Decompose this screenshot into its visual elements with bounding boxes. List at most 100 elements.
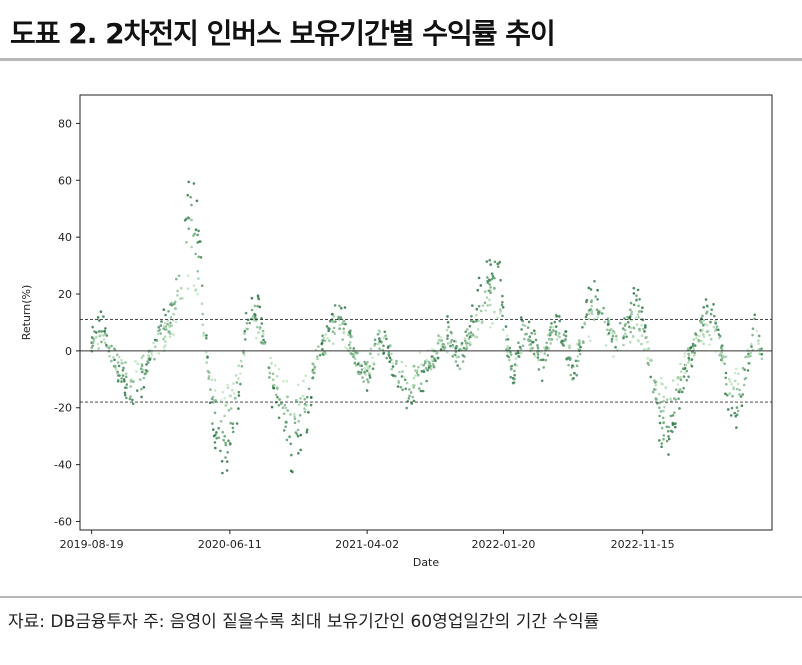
- scatter-point: [291, 470, 294, 474]
- scatter-point: [501, 328, 505, 332]
- scatter-point: [150, 351, 153, 355]
- scatter-point: [100, 330, 104, 333]
- scatter-point: [657, 392, 661, 396]
- scatter-point: [160, 320, 163, 323]
- scatter-point: [433, 357, 436, 361]
- scatter-point: [385, 356, 388, 360]
- scatter-point: [439, 336, 442, 339]
- scatter-point: [91, 325, 94, 329]
- scatter-point: [641, 306, 644, 309]
- scatter-point: [408, 394, 411, 398]
- scatter-point: [615, 339, 618, 342]
- scatter-point: [734, 367, 738, 371]
- scatter-point: [189, 195, 192, 199]
- scatter-point: [404, 364, 408, 368]
- scatter-point: [708, 343, 711, 347]
- scatter-point: [347, 343, 351, 347]
- scatter-point: [635, 323, 639, 326]
- scatter-point: [358, 364, 362, 367]
- scatter-point: [487, 289, 491, 293]
- scatter-point: [150, 353, 154, 357]
- scatter-point: [466, 328, 469, 331]
- scatter-point: [733, 371, 737, 375]
- scatter-point: [596, 316, 599, 319]
- scatter-point: [221, 430, 224, 434]
- scatter-point: [493, 310, 496, 314]
- scatter-point: [476, 288, 480, 292]
- scatter-point: [577, 347, 581, 351]
- scatter-point: [200, 284, 204, 287]
- scatter-point: [392, 374, 395, 377]
- scatter-point: [734, 414, 737, 418]
- scatter-point: [655, 397, 658, 401]
- scatter-point: [725, 383, 728, 386]
- scatter-point: [309, 403, 313, 407]
- scatter-point: [496, 265, 500, 268]
- scatter-point: [368, 374, 371, 377]
- scatter-point: [669, 397, 672, 401]
- scatter-point: [148, 358, 152, 361]
- scatter-point: [496, 316, 500, 319]
- scatter-point: [702, 306, 705, 309]
- scatter-point: [747, 352, 750, 356]
- scatter-point: [226, 383, 229, 387]
- scatter-point: [293, 412, 296, 416]
- scatter-point: [506, 344, 509, 348]
- scatter-point: [501, 314, 504, 318]
- scatter-point: [587, 286, 591, 290]
- scatter-point: [224, 456, 227, 459]
- scatter-point: [667, 437, 671, 441]
- scatter-point: [398, 370, 401, 374]
- scatter-point: [615, 334, 618, 338]
- scatter-point: [412, 364, 416, 368]
- scatter-point: [702, 333, 705, 336]
- y-tick-label: 60: [58, 174, 72, 187]
- scatter-point: [626, 315, 629, 319]
- scatter-point: [368, 365, 372, 368]
- scatter-point: [401, 388, 404, 392]
- scatter-point: [678, 407, 681, 410]
- scatter-point: [114, 364, 117, 368]
- scatter-point: [354, 364, 358, 367]
- scatter-point: [493, 260, 497, 264]
- scatter-point: [693, 351, 697, 355]
- scatter-point: [704, 322, 707, 326]
- scatter-point: [660, 445, 663, 449]
- scatter-point: [735, 387, 739, 391]
- scatter-point: [749, 351, 753, 355]
- scatter-point: [431, 362, 435, 366]
- scatter-point: [316, 355, 319, 358]
- scatter-point: [695, 337, 698, 340]
- scatter-point: [454, 360, 458, 363]
- scatter-point: [637, 316, 640, 319]
- scatter-point: [611, 331, 615, 335]
- scatter-point: [510, 367, 513, 371]
- scatter-point: [173, 300, 177, 304]
- scatter-point: [391, 361, 394, 365]
- scatter-point: [443, 346, 447, 349]
- scatter-point: [658, 406, 661, 410]
- scatter-point: [239, 372, 242, 376]
- scatter-point: [237, 390, 241, 394]
- scatter-point: [574, 359, 578, 363]
- scatter-point: [349, 346, 352, 350]
- scatter-point: [342, 319, 345, 323]
- scatter-point: [122, 366, 125, 370]
- scatter-point: [217, 436, 221, 440]
- scatter-point: [135, 370, 138, 373]
- scatter-point: [439, 339, 443, 343]
- scatter-point: [296, 434, 300, 438]
- scatter-point: [350, 335, 354, 338]
- scatter-point: [596, 288, 599, 292]
- scatter-point: [169, 332, 172, 336]
- scatter-point: [157, 326, 160, 329]
- scatter-point: [120, 358, 123, 362]
- scatter-point: [623, 317, 626, 320]
- scatter-point: [237, 364, 240, 368]
- scatter-point: [513, 377, 516, 381]
- scatter-point: [373, 338, 377, 342]
- scatter-point: [464, 330, 468, 334]
- scatter-point: [744, 355, 747, 359]
- scatter-point: [294, 431, 298, 434]
- scatter-point: [596, 298, 599, 301]
